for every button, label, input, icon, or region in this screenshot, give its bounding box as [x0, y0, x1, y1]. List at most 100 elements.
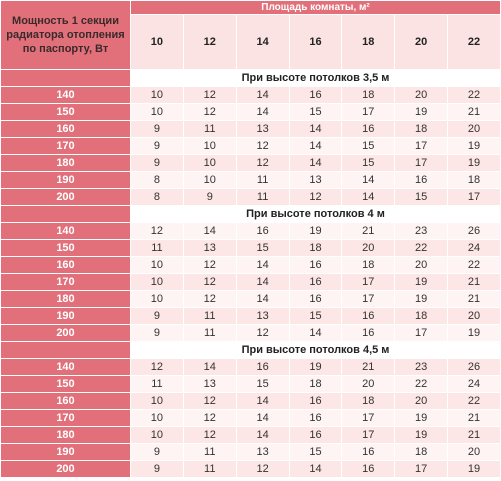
value-cell: 15 — [341, 154, 396, 172]
value-cell: 10 — [182, 137, 237, 155]
value-cell: 16 — [288, 392, 343, 410]
value-cell: 11 — [182, 307, 237, 325]
value-cell: 20 — [447, 307, 501, 325]
value-cell: 17 — [394, 324, 449, 342]
value-cell: 17 — [394, 460, 449, 478]
value-cell: 12 — [182, 290, 237, 308]
value-cell: 17 — [447, 188, 501, 206]
value-cell: 8 — [130, 171, 184, 189]
section-title: При высоте потолков 3,5 м — [130, 69, 501, 87]
value-cell: 14 — [288, 324, 343, 342]
value-cell: 14 — [288, 154, 343, 172]
power-cell: 190 — [0, 171, 131, 189]
value-cell: 19 — [394, 426, 449, 444]
value-cell: 12 — [130, 222, 184, 240]
value-cell: 15 — [288, 443, 343, 461]
value-cell: 16 — [394, 171, 449, 189]
value-cell: 9 — [130, 154, 184, 172]
power-cell: 200 — [0, 324, 131, 342]
area-column: 16 — [288, 14, 343, 70]
value-cell: 17 — [341, 273, 396, 291]
value-cell: 10 — [182, 171, 237, 189]
value-cell: 12 — [182, 86, 237, 104]
value-cell: 18 — [288, 239, 343, 257]
power-cell: 170 — [0, 137, 131, 155]
data-row: 160 9 11 13 14 16 18 20 — [0, 120, 501, 138]
value-cell: 16 — [235, 358, 290, 376]
blank-cell — [0, 69, 131, 87]
power-cell: 180 — [0, 154, 131, 172]
data-row: 140 10 12 14 16 18 20 22 — [0, 86, 501, 104]
value-cell: 14 — [182, 358, 237, 376]
value-cell: 21 — [447, 290, 501, 308]
value-cell: 16 — [341, 307, 396, 325]
data-row: 190 9 11 13 15 16 18 20 — [0, 443, 501, 461]
value-cell: 17 — [341, 290, 396, 308]
value-cell: 9 — [182, 188, 237, 206]
section-row: При высоте потолков 4,5 м — [0, 341, 501, 359]
value-cell: 17 — [394, 137, 449, 155]
columns-row: 10 12 14 16 18 20 22 — [1, 14, 501, 70]
value-cell: 14 — [235, 392, 290, 410]
power-cell: 140 — [0, 358, 131, 376]
value-cell: 15 — [235, 239, 290, 257]
data-row: 190 8 10 11 13 14 16 18 — [0, 171, 501, 189]
value-cell: 18 — [341, 256, 396, 274]
value-cell: 20 — [447, 120, 501, 138]
value-cell: 19 — [394, 409, 449, 427]
data-row: 200 8 9 11 12 14 15 17 — [0, 188, 501, 206]
value-cell: 8 — [130, 188, 184, 206]
value-cell: 19 — [394, 273, 449, 291]
value-cell: 11 — [235, 188, 290, 206]
power-cell: 160 — [0, 120, 131, 138]
value-cell: 14 — [235, 426, 290, 444]
value-cell: 14 — [235, 409, 290, 427]
value-cell: 21 — [447, 409, 501, 427]
area-column: 18 — [341, 14, 396, 70]
value-cell: 26 — [447, 222, 501, 240]
value-cell: 9 — [130, 324, 184, 342]
value-cell: 12 — [182, 256, 237, 274]
value-cell: 9 — [130, 120, 184, 138]
value-cell: 14 — [341, 171, 396, 189]
value-cell: 12 — [130, 358, 184, 376]
value-cell: 16 — [288, 290, 343, 308]
value-cell: 17 — [394, 154, 449, 172]
value-cell: 16 — [288, 409, 343, 427]
value-cell: 12 — [182, 426, 237, 444]
value-cell: 12 — [235, 324, 290, 342]
value-cell: 10 — [130, 290, 184, 308]
value-cell: 12 — [288, 188, 343, 206]
value-cell: 22 — [447, 86, 501, 104]
value-cell: 24 — [447, 375, 501, 393]
value-cell: 10 — [130, 273, 184, 291]
data-row: 190 9 11 13 15 16 18 20 — [0, 307, 501, 325]
value-cell: 19 — [447, 460, 501, 478]
value-cell: 11 — [130, 239, 184, 257]
value-cell: 19 — [288, 222, 343, 240]
data-row: 170 9 10 12 14 15 17 19 — [0, 137, 501, 155]
area-column: 14 — [235, 14, 290, 70]
power-header: Мощность 1 секции радиатора отопления по… — [0, 0, 131, 70]
value-cell: 21 — [447, 103, 501, 121]
value-cell: 16 — [341, 460, 396, 478]
section-row: При высоте потолков 4 м — [0, 205, 501, 223]
data-row: 180 10 12 14 16 17 19 21 — [0, 290, 501, 308]
value-cell: 18 — [447, 171, 501, 189]
value-cell: 18 — [394, 443, 449, 461]
data-row: 170 10 12 14 16 17 19 21 — [0, 409, 501, 427]
value-cell: 14 — [235, 256, 290, 274]
value-cell: 19 — [447, 137, 501, 155]
value-cell: 16 — [341, 324, 396, 342]
value-cell: 12 — [182, 409, 237, 427]
value-cell: 9 — [130, 460, 184, 478]
area-column: 20 — [394, 14, 449, 70]
value-cell: 16 — [341, 443, 396, 461]
value-cell: 21 — [341, 222, 396, 240]
power-cell: 150 — [0, 239, 131, 257]
value-cell: 19 — [394, 290, 449, 308]
value-cell: 19 — [288, 358, 343, 376]
value-cell: 21 — [341, 358, 396, 376]
data-row: 150 11 13 15 18 20 22 24 — [0, 375, 501, 393]
value-cell: 22 — [447, 392, 501, 410]
